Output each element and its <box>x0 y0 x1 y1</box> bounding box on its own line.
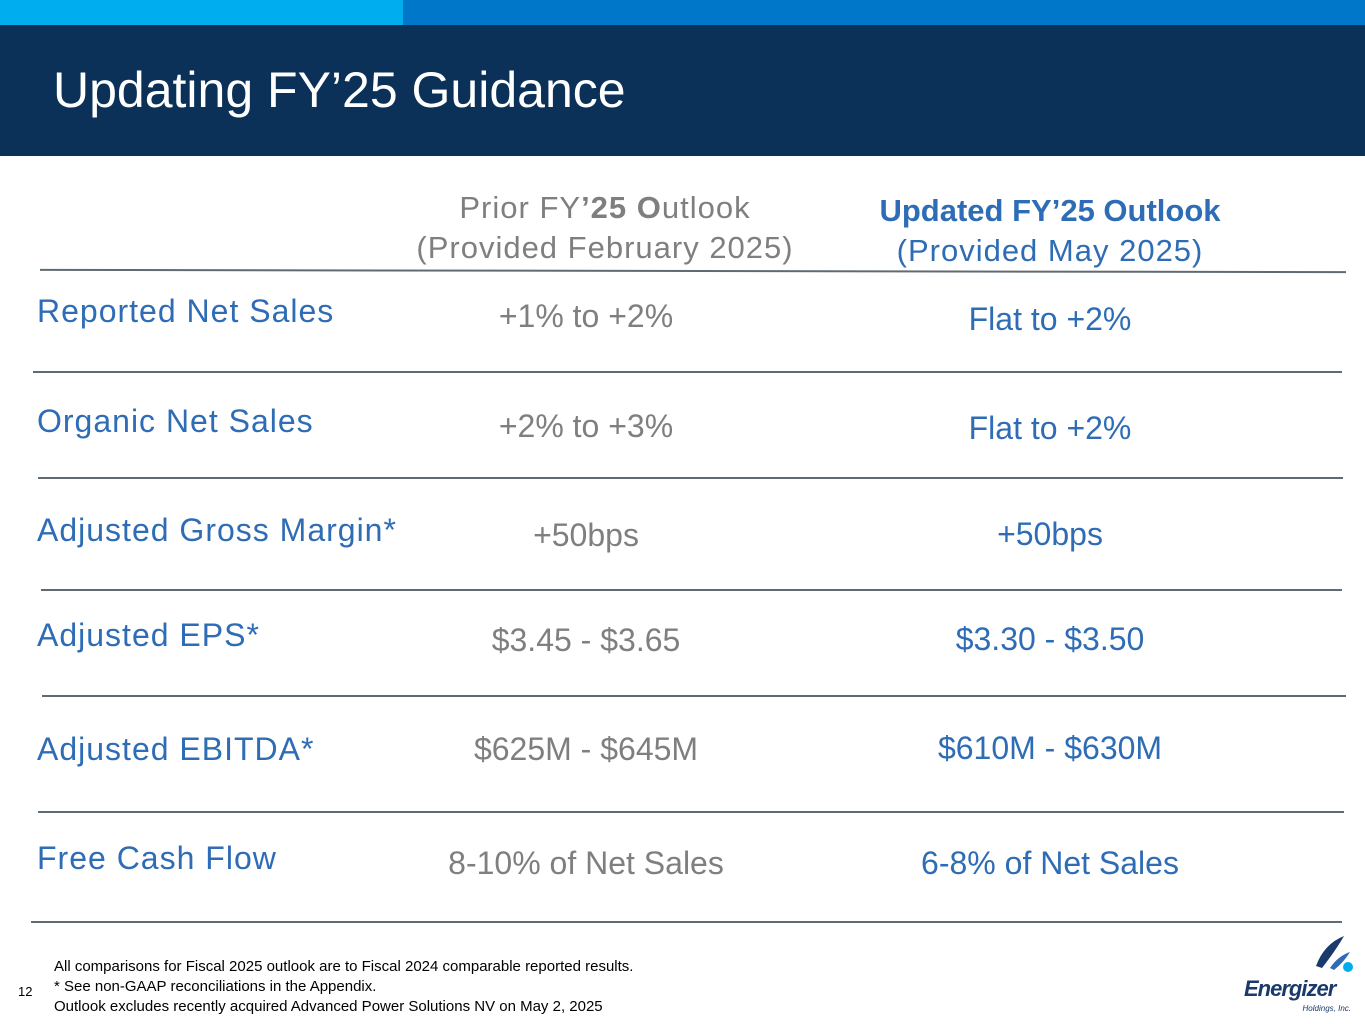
prior-value: $625M - $645M <box>473 731 699 767</box>
title-bar <box>0 25 1365 156</box>
updated-value: $3.30 - $3.50 <box>955 621 1145 657</box>
page-title: Updating FY’25 Guidance <box>53 62 626 118</box>
prior-header-part-c: utlook <box>661 190 751 225</box>
updated-outlook-header: Updated FY’25 Outlook (Provided May 2025… <box>830 191 1270 271</box>
energizer-logo: Energizer Holdings, Inc. <box>1244 930 1359 1020</box>
row-label: Adjusted EBITDA* <box>37 731 315 767</box>
row-label: Adjusted EPS* <box>37 617 260 653</box>
footnote: Outlook excludes recently acquired Advan… <box>54 998 603 1015</box>
prior-value: 8-10% of Net Sales <box>448 845 724 881</box>
row-label: Reported Net Sales <box>37 293 335 329</box>
prior-value: +2% to +3% <box>498 408 674 444</box>
row-divider <box>38 477 1343 479</box>
updated-header-date: (Provided May 2025) <box>896 233 1204 268</box>
footnote: * See non-GAAP reconciliations in the Ap… <box>54 978 377 995</box>
logo-subtitle: Holdings, Inc. <box>1302 1004 1351 1013</box>
row-divider <box>42 695 1346 697</box>
row-divider <box>31 921 1342 923</box>
energizer-logo-mark-icon <box>1316 936 1353 972</box>
footnotes: All comparisons for Fiscal 2025 outlook … <box>54 957 633 1017</box>
prior-header-part-a: Prior FY <box>459 190 582 225</box>
row-divider <box>33 371 1342 373</box>
prior-outlook-header: Prior FY’25 Outlook (Provided February 2… <box>380 188 830 268</box>
prior-value: +50bps <box>533 517 639 553</box>
row-divider <box>41 589 1342 591</box>
prior-header-part-b: ’25 O <box>581 190 662 225</box>
row-label: Free Cash Flow <box>37 840 277 876</box>
updated-value: Flat to +2% <box>968 301 1132 337</box>
prior-header-date: (Provided February 2025) <box>416 230 794 265</box>
prior-value: +1% to +2% <box>498 298 674 334</box>
updated-value: +50bps <box>997 516 1103 552</box>
row-label: Adjusted Gross Margin* <box>37 512 397 548</box>
logo-wordmark: Energizer <box>1244 976 1336 1001</box>
page-number: 12 <box>18 984 33 999</box>
updated-value: $610M - $630M <box>937 730 1163 766</box>
row-divider <box>38 811 1344 813</box>
updated-value: 6-8% of Net Sales <box>921 845 1179 881</box>
prior-value: $3.45 - $3.65 <box>491 622 681 658</box>
updated-header-title: Updated FY’25 Outlook <box>879 193 1221 228</box>
footnote: All comparisons for Fiscal 2025 outlook … <box>54 958 634 975</box>
row-label: Organic Net Sales <box>37 403 314 439</box>
header-stripe-accent <box>0 0 403 25</box>
updated-value: Flat to +2% <box>968 410 1132 446</box>
